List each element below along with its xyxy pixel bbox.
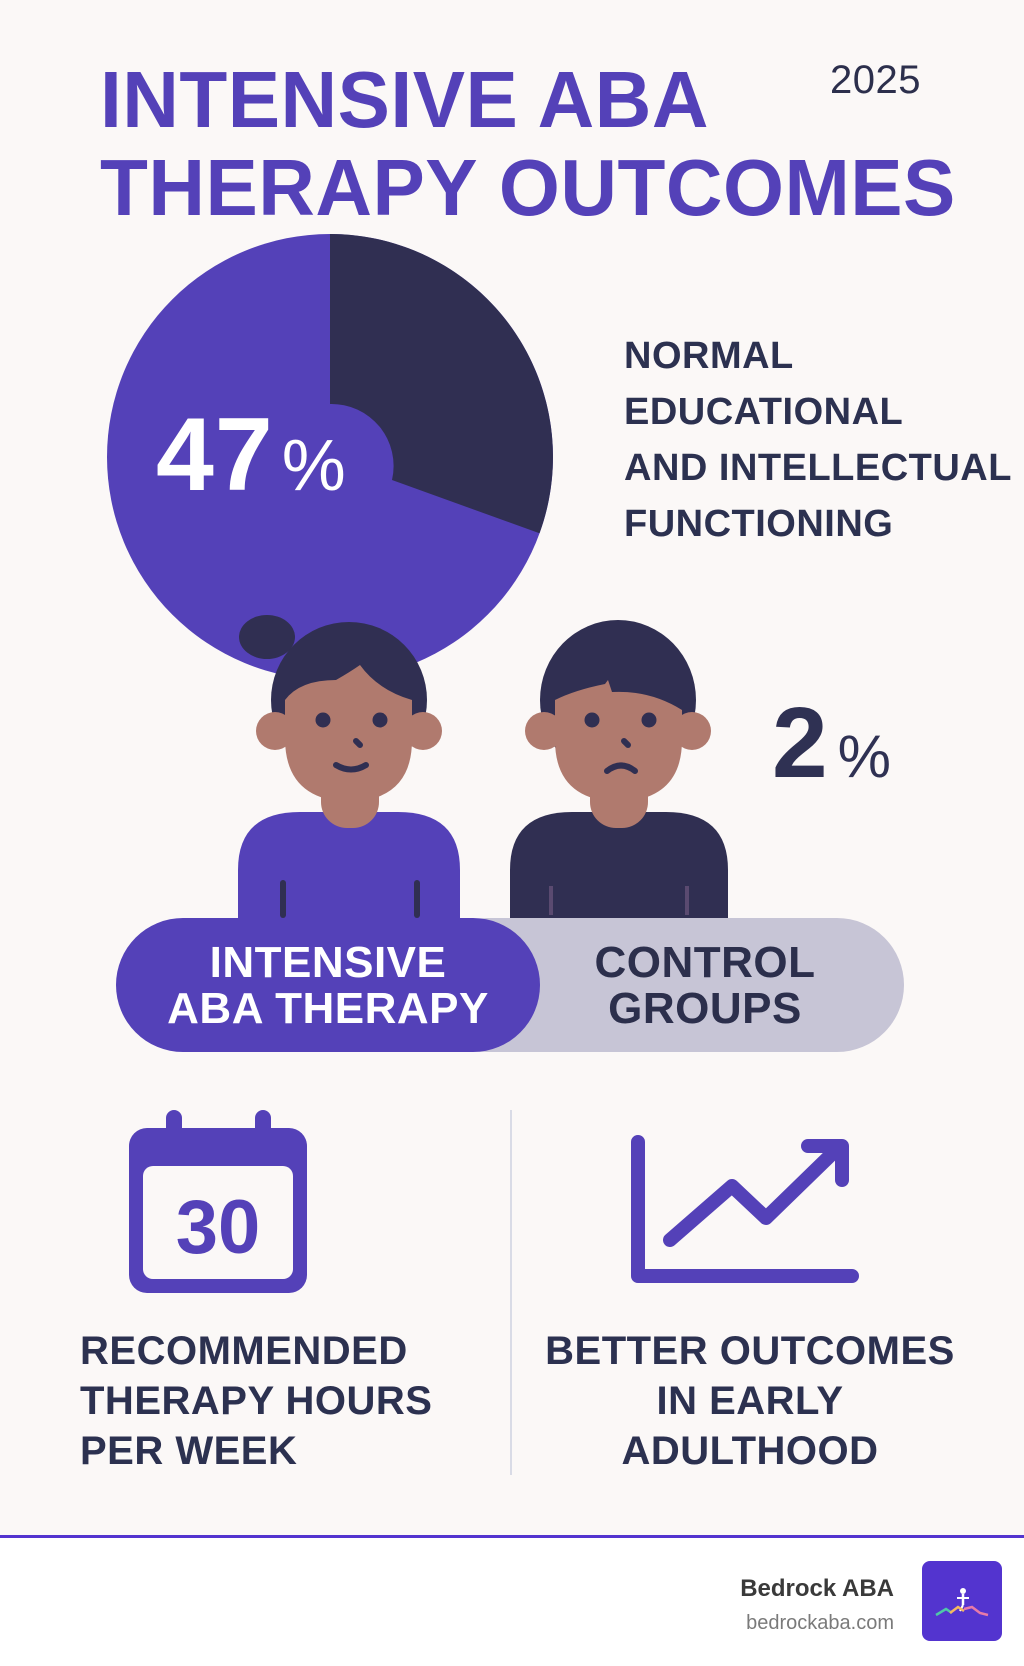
girl-illustration: [238, 615, 460, 918]
intensive-aba-pill: [116, 918, 540, 1052]
hours-stat-line: THERAPY HOURS: [80, 1379, 433, 1423]
calendar-icon: 30: [129, 1110, 307, 1293]
logo-mountain-figure-icon: [935, 1588, 989, 1617]
boy-illustration: [510, 620, 728, 918]
outcomes-stat-line: BETTER OUTCOMES: [545, 1329, 955, 1373]
footer: [0, 1538, 1024, 1666]
description-line: AND INTELLECTUAL: [624, 447, 1012, 489]
trend-up-chart-icon: [631, 1135, 859, 1283]
title-line-2: THERAPY OUTCOMES: [100, 143, 956, 232]
title-line-1: INTENSIVE ABA: [100, 55, 709, 144]
hours-stat-label: RECOMMENDED THERAPY HOURS PER WEEK: [80, 1326, 432, 1476]
intervention-value: 47: [156, 397, 274, 513]
brand-name: Bedrock ABA: [740, 1575, 894, 1602]
pie-chart-illustration: [107, 234, 728, 918]
intervention-percentage: 47%: [156, 400, 347, 521]
brand-url-link[interactable]: bedrockaba.com: [746, 1612, 894, 1634]
page-title: INTENSIVE ABA THERAPY OUTCOMES: [100, 56, 956, 232]
outcomes-stat-line: ADULTHOOD: [621, 1429, 879, 1473]
outcomes-stat-line: IN EARLY: [656, 1379, 844, 1423]
stats-divider: [510, 1110, 512, 1475]
description-line: FUNCTIONING: [624, 503, 894, 545]
description-line: EDUCATIONAL: [624, 391, 904, 433]
control-groups-label: CONTROL GROUPS: [540, 940, 870, 1032]
year-label: 2025: [830, 58, 921, 102]
control-unit: %: [837, 723, 891, 790]
calendar-value: 30: [176, 1185, 261, 1270]
hours-stat-line: RECOMMENDED: [80, 1329, 408, 1373]
hours-stat-line: PER WEEK: [80, 1429, 298, 1473]
intensive-aba-label-line: INTENSIVE: [209, 938, 447, 987]
intensive-aba-label-line: ABA THERAPY: [167, 984, 489, 1033]
control-groups-label-line: GROUPS: [608, 984, 802, 1033]
pie-slice-remainder: [330, 234, 553, 534]
control-value: 2: [772, 687, 828, 799]
description-line: NORMAL: [624, 335, 794, 377]
control-groups-label-line: CONTROL: [594, 938, 816, 987]
control-percentage: 2%: [772, 688, 891, 812]
outcomes-stat-label: BETTER OUTCOMES IN EARLY ADULTHOOD: [520, 1326, 980, 1476]
intervention-unit: %: [281, 426, 347, 506]
bedrock-logo-icon: [922, 1561, 1002, 1641]
intensive-aba-label: INTENSIVE ABA THERAPY: [116, 940, 540, 1032]
outcome-description: NORMAL EDUCATIONAL AND INTELLECTUAL FUNC…: [624, 328, 1012, 552]
footer-accent-line: [0, 1535, 1024, 1538]
